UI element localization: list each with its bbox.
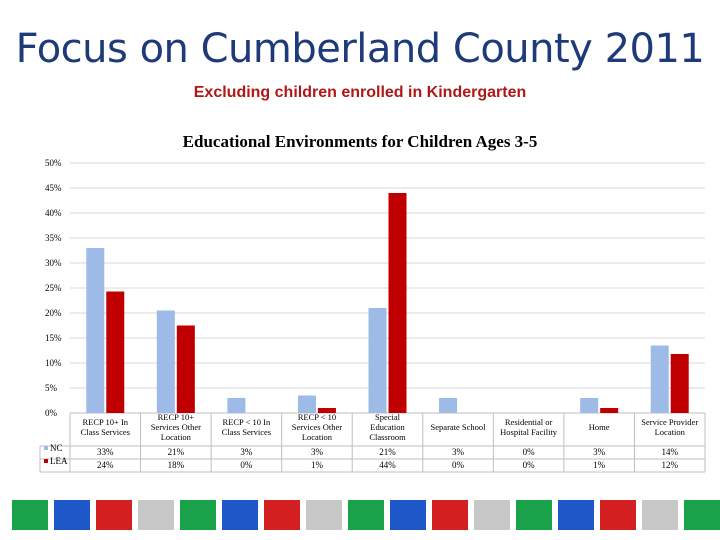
data-label: 18% xyxy=(168,460,185,470)
footer-tile xyxy=(12,500,48,530)
legend-swatch-lea xyxy=(44,459,48,463)
footer-tile xyxy=(474,500,510,530)
data-label: 1% xyxy=(593,460,606,470)
bar-nc xyxy=(227,398,246,413)
footer-tile xyxy=(348,500,384,530)
footer-tile xyxy=(96,500,132,530)
bar-lea xyxy=(600,408,619,413)
y-tick-label: 25% xyxy=(45,283,62,293)
y-tick-label: 5% xyxy=(45,383,58,393)
footer-tile xyxy=(306,500,342,530)
category-label: Home xyxy=(589,422,610,432)
y-tick-label: 30% xyxy=(45,258,62,268)
data-label: 12% xyxy=(661,460,678,470)
category-label: Residential or xyxy=(505,417,553,427)
data-label: 21% xyxy=(379,447,396,457)
category-label: RECP < 10 xyxy=(298,412,337,422)
data-label: 44% xyxy=(379,460,396,470)
footer-tile xyxy=(138,500,174,530)
category-label: Class Services xyxy=(81,427,130,437)
data-label: 21% xyxy=(168,447,185,457)
category-label: RECP 10+ In xyxy=(82,417,128,427)
legend-label: NC xyxy=(50,443,63,453)
category-label: Location xyxy=(302,432,333,442)
footer-tile xyxy=(600,500,636,530)
footer-tile xyxy=(390,500,426,530)
data-label: 3% xyxy=(311,447,324,457)
category-label: Special xyxy=(375,412,401,422)
data-label: 0% xyxy=(452,460,465,470)
footer-tiles xyxy=(12,500,720,530)
y-tick-label: 45% xyxy=(45,183,62,193)
category-label: Hospital Facility xyxy=(500,427,558,437)
category-label: Service Provider xyxy=(641,417,698,427)
y-tick-label: 0% xyxy=(45,408,58,418)
footer-tile xyxy=(222,500,258,530)
y-tick-label: 50% xyxy=(45,158,62,168)
category-label: Services Other xyxy=(151,422,201,432)
footer-tile xyxy=(180,500,216,530)
slide-title: Focus on Cumberland County 2011 xyxy=(15,26,705,72)
data-label: 1% xyxy=(311,460,324,470)
bar-lea xyxy=(317,408,336,413)
y-tick-label: 40% xyxy=(45,208,62,218)
bar-nc xyxy=(156,310,175,413)
bar-nc xyxy=(580,398,599,413)
bar-nc xyxy=(297,395,316,413)
bar-nc xyxy=(439,398,458,413)
bar-nc xyxy=(368,308,387,413)
y-tick-label: 10% xyxy=(45,358,62,368)
slide-subtitle: Excluding children enrolled in Kindergar… xyxy=(193,84,527,101)
bar-lea xyxy=(388,193,407,413)
bar-nc xyxy=(86,248,105,413)
data-label: 0% xyxy=(240,460,253,470)
category-label: Education xyxy=(370,422,405,432)
data-label: 3% xyxy=(240,447,253,457)
category-label: Class Services xyxy=(222,427,271,437)
bar-nc xyxy=(650,345,669,413)
data-label: 14% xyxy=(661,447,678,457)
bar-lea xyxy=(176,325,195,413)
y-tick-label: 35% xyxy=(45,233,62,243)
bar-chart: 0% 5% 10% 15% 20% 25% 30% 35% 40% 45% 50% RECP 10+ … xyxy=(39,158,706,473)
y-tick-label: 15% xyxy=(45,333,62,343)
category-label: RECP < 10 In xyxy=(223,417,271,427)
data-label: 33% xyxy=(97,447,114,457)
category-label: RECP 10+ xyxy=(158,412,195,422)
footer-tile xyxy=(642,500,678,530)
data-label: 3% xyxy=(452,447,465,457)
data-label: 0% xyxy=(523,460,536,470)
data-label: 3% xyxy=(593,447,606,457)
legend-label: LEA xyxy=(50,456,68,466)
legend-swatch-nc xyxy=(44,446,48,450)
category-label: Services Other xyxy=(292,422,342,432)
bar-lea xyxy=(106,291,125,413)
footer-tile xyxy=(264,500,300,530)
footer-tile xyxy=(516,500,552,530)
data-label: 24% xyxy=(97,460,114,470)
category-label: Location xyxy=(161,432,192,442)
category-label: Location xyxy=(655,427,686,437)
footer-tile xyxy=(684,500,720,530)
footer-tile xyxy=(54,500,90,530)
category-label: Classroom xyxy=(369,432,406,442)
category-label: Separate School xyxy=(431,422,487,432)
footer-tile xyxy=(432,500,468,530)
chart-title: Educational Environments for Children Ag… xyxy=(182,132,538,151)
data-label: 0% xyxy=(523,447,536,457)
bar-lea xyxy=(670,354,689,413)
y-tick-label: 20% xyxy=(45,308,62,318)
footer-tile xyxy=(558,500,594,530)
